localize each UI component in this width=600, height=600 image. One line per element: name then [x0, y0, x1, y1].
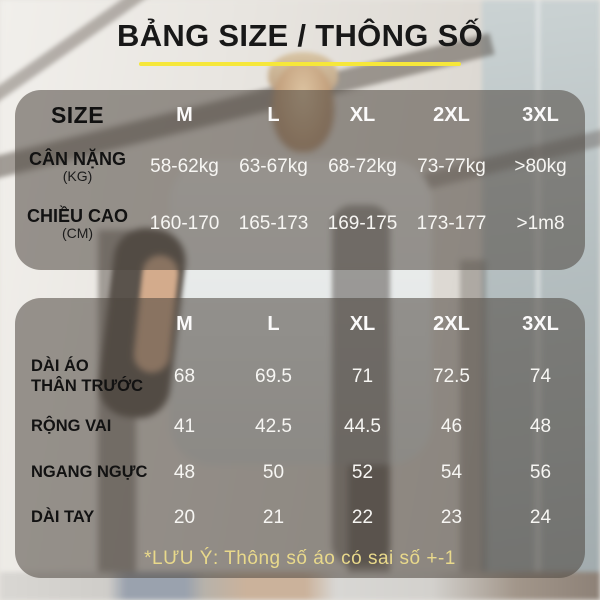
table-cell: 73-77kg	[417, 156, 486, 177]
table-cell: 48	[529, 416, 552, 437]
table-cell: >80kg	[514, 156, 567, 177]
row-label-shoulder: RỘNG VAI	[15, 417, 111, 437]
measurements-table: M L XL 2XL 3XL DÀI ÁO THÂN TRƯỚC 68 69.5…	[15, 298, 585, 578]
table-cell: 23	[440, 507, 463, 528]
table-cell: 173-177	[416, 213, 487, 234]
column-header-2xl: 2XL	[433, 312, 470, 335]
table-cell: 169-175	[327, 213, 398, 234]
table-cell: 56	[529, 462, 552, 483]
table-cell: 63-67kg	[239, 156, 308, 177]
table-cell: 165-173	[238, 213, 309, 234]
table-cell: >1m8	[516, 213, 565, 234]
row-label-height: CHIỀU CAO (CM)	[27, 206, 128, 242]
row-label-front-length: DÀI ÁO THÂN TRƯỚC	[15, 357, 143, 397]
table-cell: 68	[173, 366, 196, 387]
row-label: NGANG NGỰC	[31, 463, 148, 482]
table-cell: 42.5	[255, 416, 292, 437]
table-cell: 50	[262, 462, 285, 483]
column-header-l: L	[267, 312, 280, 335]
column-header-xl: XL	[349, 312, 376, 335]
column-header-3xl: 3XL	[522, 103, 559, 126]
row-unit: (KG)	[62, 168, 93, 185]
table-cell: 24	[529, 507, 552, 528]
table-cell: 58-62kg	[150, 156, 219, 177]
table-cell: 72.5	[433, 366, 470, 387]
table-cell: 22	[351, 507, 374, 528]
column-header-3xl: 3XL	[522, 312, 559, 335]
row-label: CÂN NẶNG	[29, 149, 126, 170]
table-cell: 46	[440, 416, 463, 437]
table-cell: 21	[262, 507, 285, 528]
row-label: DÀI TAY	[31, 508, 95, 527]
table-cell: 48	[173, 462, 196, 483]
row-label: CHIỀU CAO	[26, 206, 128, 227]
table-cell: 71	[351, 366, 374, 387]
table-cell: 44.5	[344, 416, 381, 437]
page-title: BẢNG SIZE / THÔNG SỐ	[117, 18, 483, 53]
measurements-panel: M L XL 2XL 3XL DÀI ÁO THÂN TRƯỚC 68 69.5…	[15, 298, 585, 578]
table-cell: 54	[440, 462, 463, 483]
table-cell: 20	[173, 507, 196, 528]
table-cell: 74	[529, 366, 552, 387]
size-guide-table: SIZE M L XL 2XL 3XL CÂN NẶNG (KG) 58-62k…	[15, 90, 585, 270]
table-cell: 69.5	[255, 366, 292, 387]
size-guide-panel: SIZE M L XL 2XL 3XL CÂN NẶNG (KG) 58-62k…	[15, 90, 585, 270]
row-label-chest: NGANG NGỰC	[15, 463, 147, 483]
table-cell: 160-170	[149, 213, 220, 234]
row-label: DÀI ÁO	[31, 357, 89, 376]
column-header-2xl: 2XL	[433, 103, 470, 126]
title-underline-accent	[139, 62, 461, 66]
table-cell: 52	[351, 462, 374, 483]
table-corner-label: SIZE	[50, 101, 105, 128]
row-label-weight: CÂN NẶNG (KG)	[29, 149, 126, 185]
row-unit: (CM)	[61, 225, 94, 242]
column-header-xl: XL	[349, 103, 376, 126]
table-cell: 41	[173, 416, 196, 437]
table-cell: 68-72kg	[328, 156, 397, 177]
column-header-l: L	[267, 103, 280, 126]
row-label: RỘNG VAI	[31, 417, 112, 436]
tolerance-note: *LƯU Ý: Thông số áo có sai số +-1	[144, 548, 456, 569]
row-label-line2: THÂN TRƯỚC	[31, 377, 144, 395]
column-header-m: M	[176, 103, 193, 126]
row-label-sleeve: DÀI TAY	[15, 508, 94, 528]
column-header-m: M	[176, 312, 193, 335]
